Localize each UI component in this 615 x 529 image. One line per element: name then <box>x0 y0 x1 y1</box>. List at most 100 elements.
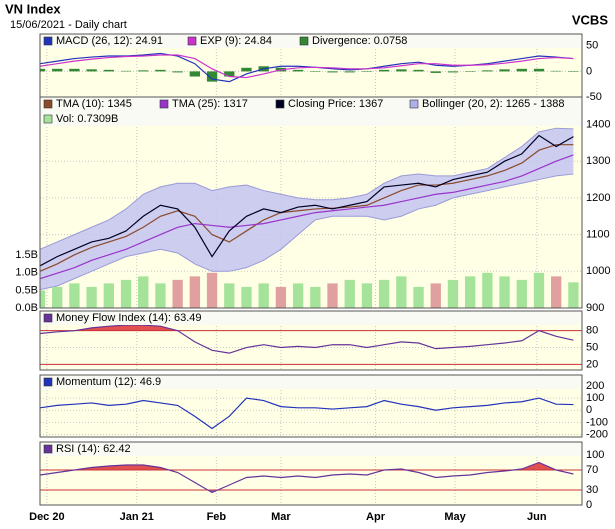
y2-tick-label: 0.5B <box>15 284 38 296</box>
y2-tick-label: 1.0B <box>15 267 38 279</box>
legend-label: Closing Price: 1367 <box>288 98 383 110</box>
x-tick-label: Dec 20 <box>29 511 64 523</box>
series-line <box>40 461 574 494</box>
legend-label: TMA (25): 1317 <box>172 98 248 110</box>
bar <box>464 71 476 72</box>
bar <box>413 69 424 72</box>
bar <box>120 279 132 308</box>
legend-swatch <box>43 114 53 124</box>
bar <box>499 276 510 308</box>
bollinger-upper <box>40 127 574 250</box>
y-tick-label: 200 <box>586 380 604 392</box>
bar <box>551 70 562 72</box>
x-tick-label: Jun <box>527 511 547 523</box>
bar <box>86 286 97 308</box>
bar <box>138 70 149 72</box>
panel: 50 0 -50 MACD (26, 12): 24.91 EXP (9): 24.84… <box>39 33 602 103</box>
bar <box>69 68 80 72</box>
bar <box>189 276 201 308</box>
legend-label: Momentum (12): 46.9 <box>56 376 161 388</box>
panel-border <box>39 441 583 506</box>
legend-swatch <box>43 444 53 454</box>
y-tick-label: -100 <box>586 416 608 428</box>
series-line <box>40 324 574 354</box>
bollinger-lower <box>40 173 574 291</box>
y-tick-label: 50 <box>586 341 598 353</box>
bar <box>396 276 407 308</box>
bar <box>40 68 46 72</box>
bar <box>361 71 373 72</box>
bar <box>120 70 132 72</box>
y-tick-label: 1300 <box>586 155 610 167</box>
series-line <box>40 154 574 280</box>
y-tick-label: 0 <box>586 65 592 77</box>
bar <box>378 279 390 308</box>
legend-swatch <box>43 36 53 46</box>
panel-border <box>39 310 583 371</box>
bar <box>292 69 304 72</box>
bar <box>516 68 527 72</box>
bar <box>310 286 321 308</box>
y-tick-label: 100 <box>586 392 604 404</box>
x-tick-label: Feb <box>207 511 227 523</box>
bar <box>292 283 304 308</box>
bar <box>86 69 97 72</box>
bar <box>224 283 235 308</box>
bar <box>464 276 476 308</box>
y-tick-label: -200 <box>586 428 608 440</box>
y2-tick-label: 1.5B <box>15 249 38 261</box>
panel-border <box>39 374 583 438</box>
bar <box>258 283 269 308</box>
bar <box>378 69 390 72</box>
y-tick-label: 1400 <box>586 118 610 130</box>
panel: 100 70 30 0 RSI (14): 62.42 Dec 20 Jan 21 Feb Ma… <box>29 441 604 523</box>
bar <box>430 283 441 308</box>
bollinger-band <box>40 128 574 290</box>
bar <box>275 286 287 308</box>
bar <box>499 69 510 72</box>
legend-swatch <box>187 36 197 46</box>
bar <box>482 272 493 308</box>
panel-body <box>40 97 582 308</box>
bar <box>430 71 441 73</box>
y-tick-label: 0 <box>586 404 592 416</box>
panel: 80 50 20 Money Flow Index (14): 63.49 <box>39 310 598 371</box>
bar <box>172 279 183 308</box>
bar <box>138 276 149 308</box>
bar <box>155 69 166 72</box>
y-tick-label: 80 <box>586 325 598 337</box>
bar <box>52 68 63 72</box>
x-tick-label: Mar <box>271 511 291 523</box>
bar <box>241 286 252 308</box>
chart-title: VN Index <box>5 1 61 16</box>
legend-swatch <box>275 99 285 109</box>
bar <box>327 283 338 308</box>
series-line <box>40 54 574 79</box>
bar <box>568 282 579 308</box>
bar <box>327 71 338 73</box>
series-line <box>40 134 574 267</box>
x-tick-label: Apr <box>366 511 386 523</box>
bar <box>52 286 63 308</box>
x-tick-label: May <box>444 511 466 523</box>
bar <box>40 290 46 308</box>
y-tick-label: 1000 <box>586 265 610 277</box>
bar <box>447 279 459 308</box>
legend-swatch <box>159 99 169 109</box>
bar <box>241 67 252 72</box>
legend-label: Divergence: 0.0758 <box>312 35 407 47</box>
legend-label: TMA (10): 1345 <box>56 98 132 110</box>
bar <box>172 71 183 73</box>
y-tick-label: 0 <box>586 499 592 511</box>
legend-label: MACD (26, 12): 24.91 <box>56 35 163 47</box>
panel-border <box>39 96 583 309</box>
legend-background <box>40 34 582 48</box>
legend-label: Money Flow Index (14): 63.49 <box>56 312 202 324</box>
bar <box>189 71 201 77</box>
y-tick-label: 30 <box>586 484 598 496</box>
legend-swatch <box>409 99 419 109</box>
y-tick-label: 100 <box>586 449 604 461</box>
bar <box>361 283 373 308</box>
